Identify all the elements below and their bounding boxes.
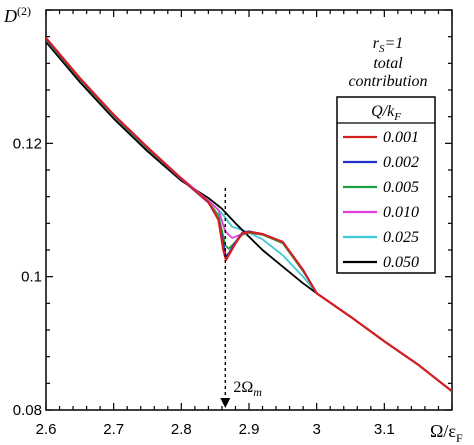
annotation-rs: rS=1	[373, 35, 404, 55]
legend-label: 0.002	[383, 154, 419, 171]
legend-label: 0.050	[383, 254, 419, 271]
x-tick-label: 3.1	[374, 421, 395, 438]
x-tick-label: 2.7	[103, 421, 124, 438]
legend-label: 0.010	[383, 204, 419, 221]
legend-label: 0.001	[383, 129, 419, 146]
legend-label: 0.025	[383, 229, 419, 246]
y-tick-label: 0.12	[13, 135, 42, 152]
legend-title-main: Q/k	[371, 103, 395, 120]
x-tick-label: 2.8	[171, 421, 192, 438]
y-axis-title: D(2)	[3, 4, 31, 26]
legend-label: 0.005	[383, 179, 419, 196]
y-tick-label: 0.1	[21, 269, 42, 286]
legend-box	[336, 96, 436, 274]
x-tick-label: 3	[312, 421, 320, 438]
x-axis-title-sub: F	[456, 431, 463, 445]
marker-label-main: 2Ω	[233, 379, 253, 396]
annotation-rs-suffix: =1	[384, 35, 403, 52]
series-line-0.001	[46, 37, 452, 393]
annotation-rs-sub: S	[379, 43, 385, 55]
y-axis-title-main: D	[3, 6, 17, 26]
x-axis-title-main: Ω/ε	[430, 421, 456, 441]
plot-area: 2.6 2.7 2.8 2.9 3 3.10.080.10.12D(2)Ω/εF2ΩmrS…	[3, 4, 463, 445]
marker-label-sub: m	[253, 385, 262, 399]
x-tick-label: 2.6	[36, 421, 57, 438]
annotation-line2: contribution	[348, 73, 427, 90]
marker-arrow	[220, 398, 231, 408]
y-tick-label: 0.08	[13, 402, 42, 419]
annotation-rs-prefix: r	[373, 35, 380, 52]
x-axis-title: Ω/εF	[430, 421, 463, 445]
x-tick-label: 2.9	[239, 421, 260, 438]
y-axis-title-sup: (2)	[17, 4, 31, 18]
legend-title-sub: F	[393, 111, 401, 123]
annotation-line1: total	[373, 55, 403, 72]
marker-label: 2Ωm	[233, 379, 262, 399]
series-group	[46, 37, 452, 393]
legend-title: Q/kF	[371, 103, 401, 123]
